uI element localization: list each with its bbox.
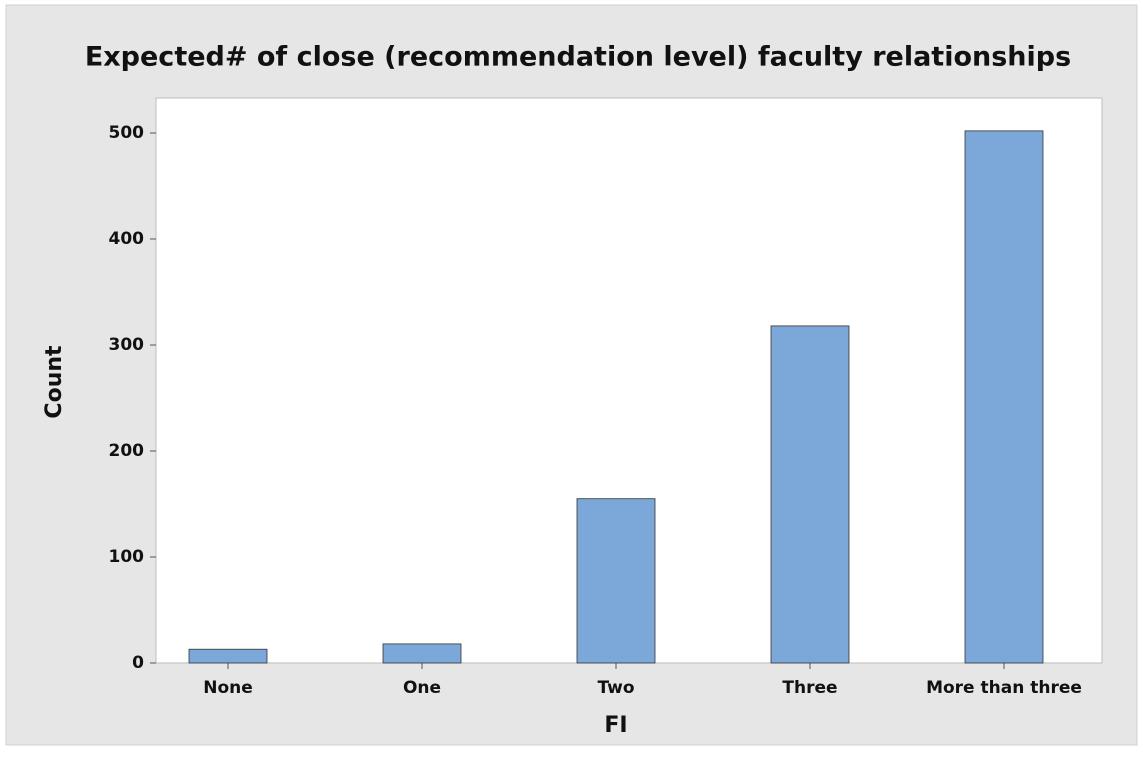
x-tick-label: One bbox=[403, 678, 441, 698]
bar bbox=[964, 130, 1044, 664]
y-tick-label: 200 bbox=[109, 441, 145, 461]
y-axis-title: Count bbox=[42, 345, 67, 419]
x-tick-label: None bbox=[203, 678, 253, 698]
y-tick-label: 400 bbox=[109, 229, 145, 249]
bar bbox=[188, 648, 268, 664]
bar bbox=[382, 643, 462, 664]
x-tick-label: Three bbox=[782, 678, 837, 698]
y-tick-label: 500 bbox=[109, 123, 145, 143]
y-tick-label: 300 bbox=[109, 335, 145, 355]
y-tick-label: 100 bbox=[109, 547, 145, 567]
x-axis-title: FI bbox=[604, 713, 627, 738]
chart-title: Expected# of close (recommendation level… bbox=[85, 42, 1071, 73]
y-tick-label: 0 bbox=[132, 653, 144, 673]
x-tick-label: More than three bbox=[926, 678, 1082, 698]
bar bbox=[770, 325, 850, 664]
bar bbox=[576, 498, 656, 664]
x-tick-label: Two bbox=[597, 678, 634, 698]
